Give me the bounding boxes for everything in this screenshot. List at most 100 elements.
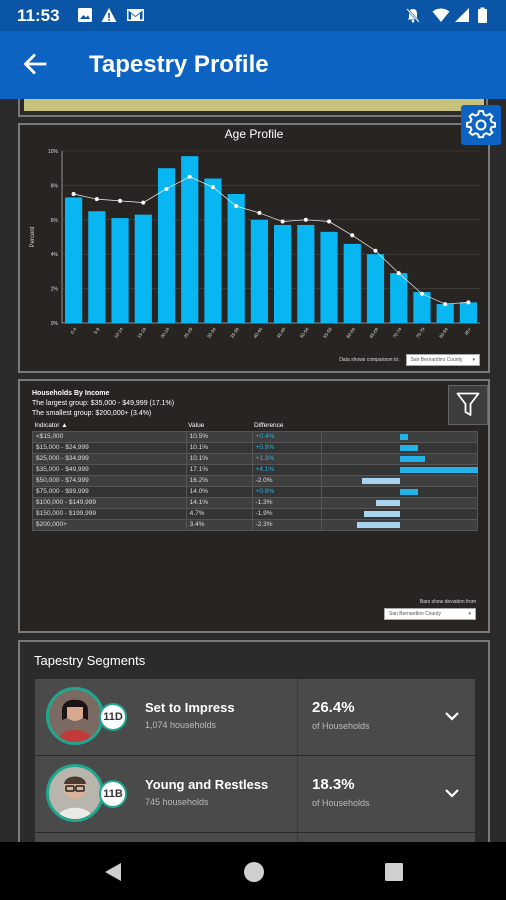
chevron-down-icon[interactable] (443, 707, 461, 725)
gmail-icon (127, 9, 144, 21)
age-compare-footer: Data shows comparison to: San Bernardino… (339, 354, 480, 366)
x-tick-label: 60-64 (345, 326, 356, 339)
comparison-point[interactable] (234, 204, 239, 209)
deviation-bar[interactable] (400, 455, 426, 462)
previous-panel-edge (18, 99, 488, 117)
col-indicator[interactable]: Indicator ▲ (34, 422, 68, 430)
x-tick-label: 50-54 (299, 326, 310, 339)
income-row[interactable]: <$15,000 10.5% +0.4% (32, 430, 478, 443)
profile-content[interactable]: Age Profile Percent 0% 2% 4% 6% 8% 10% 0-4 5-9… (0, 99, 506, 842)
back-triangle-icon[interactable] (101, 860, 125, 884)
segment-households: 1,074 households (145, 720, 217, 730)
income-value: 14.1% (185, 496, 253, 509)
comparison-point[interactable] (210, 185, 215, 190)
income-row[interactable]: $15,000 - $24,999 10.1% +0.9% (32, 441, 478, 454)
deviation-bar[interactable] (362, 477, 401, 484)
age-bar[interactable] (436, 304, 454, 323)
age-bar[interactable] (250, 219, 268, 323)
deviation-bar[interactable] (375, 499, 401, 506)
comparison-point[interactable] (466, 300, 471, 305)
comparison-point[interactable] (443, 302, 448, 307)
income-row[interactable]: $25,000 - $34,999 10.1% +1.3% (32, 452, 478, 465)
age-bar[interactable] (366, 254, 385, 323)
mute-icon (406, 8, 420, 23)
comparison-point[interactable] (94, 197, 99, 202)
age-bar[interactable] (390, 273, 408, 323)
comparison-point[interactable] (71, 192, 76, 196)
income-compare-select[interactable]: San Bernardino County ▾ (384, 608, 476, 620)
arrow-back-icon[interactable] (22, 51, 48, 77)
comparison-line (73, 176, 469, 305)
settings-button[interactable] (461, 105, 501, 145)
deviation-bar[interactable] (356, 521, 401, 528)
comparison-point[interactable] (118, 198, 123, 203)
comparison-point[interactable] (350, 233, 355, 238)
deviation-bar[interactable] (364, 510, 401, 517)
income-row[interactable]: $150,000 - $199,999 4.7% -1.9% (32, 507, 478, 520)
home-circle-icon[interactable] (242, 860, 266, 884)
income-row[interactable]: $200,000+ 3.4% -2.3% (32, 518, 478, 531)
income-row[interactable]: $50,000 - $74,999 16.2% -2.0% (32, 474, 478, 487)
income-row[interactable]: $75,000 - $99,999 14.0% +0.9% (32, 485, 478, 498)
income-indicator: $150,000 - $199,999 (32, 507, 187, 520)
deviation-cell (321, 485, 478, 498)
comparison-point[interactable] (303, 217, 308, 222)
y-tick-label: 2% (51, 287, 59, 293)
deviation-bar[interactable] (400, 444, 418, 451)
age-compare-select[interactable]: San Bernardino County ▾ (405, 354, 480, 366)
x-tick-label: 40-44 (253, 326, 264, 339)
age-bar[interactable] (111, 218, 129, 323)
x-tick-label: 5-9 (93, 326, 101, 335)
comparison-point[interactable] (280, 219, 285, 224)
chevron-down-icon[interactable] (443, 784, 461, 802)
comparison-point[interactable] (187, 174, 192, 179)
segment-card[interactable] (35, 833, 475, 842)
age-bar[interactable] (134, 214, 152, 323)
income-row[interactable]: $35,000 - $49,999 17.1% +4.1% (32, 463, 479, 476)
age-bar[interactable] (157, 168, 176, 323)
income-title: Households By Income (32, 390, 110, 397)
age-bar[interactable] (88, 211, 106, 323)
recents-square-icon[interactable] (382, 860, 406, 884)
filter-button[interactable] (448, 385, 488, 425)
age-bar[interactable] (181, 156, 199, 323)
deviation-cell (321, 518, 478, 531)
income-table: Indicator ▲ Value Difference <$15,000 10.… (32, 421, 479, 531)
segment-code-badge: 11D (99, 703, 127, 731)
age-bar[interactable] (65, 197, 83, 323)
comparison-point[interactable] (373, 248, 378, 253)
income-difference: +1.3% (251, 452, 323, 465)
segment-card[interactable]: 11D Set to Impress 1,074 households 26.4… (35, 679, 475, 755)
age-bar[interactable] (274, 224, 292, 323)
income-value: 16.2% (185, 474, 253, 487)
age-bar[interactable] (204, 178, 222, 323)
income-indicator: $200,000+ (32, 518, 187, 531)
age-bar[interactable] (227, 194, 245, 323)
deviation-bar[interactable] (400, 488, 418, 495)
age-bar[interactable] (343, 243, 361, 323)
segment-card[interactable]: 11B Young and Restless 745 households 18… (35, 756, 475, 832)
income-row[interactable]: $100,000 - $149,999 14.1% -1.3% (32, 496, 478, 509)
comparison-point[interactable] (419, 291, 424, 296)
compare-select-value: San Bernardino County (389, 611, 441, 617)
page-title: Tapestry Profile (89, 51, 269, 78)
comparison-point[interactable] (257, 210, 262, 215)
comparison-point[interactable] (141, 200, 146, 205)
age-bar[interactable] (459, 302, 477, 323)
x-tick-label: 65-69 (369, 326, 380, 339)
chevron-down-icon: ▾ (472, 357, 475, 363)
x-tick-label: 45-49 (276, 326, 287, 339)
x-tick-label: 55-59 (322, 326, 333, 339)
comparison-point[interactable] (164, 186, 169, 191)
age-bar[interactable] (413, 292, 431, 323)
deviation-bar[interactable] (400, 466, 479, 473)
status-time: 11:53 (17, 6, 60, 25)
deviation-bar[interactable] (400, 433, 409, 440)
income-value: 10.5% (185, 430, 253, 443)
comparison-point[interactable] (327, 219, 332, 224)
segment-code-badge: 11B (99, 780, 127, 808)
age-bar[interactable] (297, 224, 315, 323)
age-bar[interactable] (320, 231, 338, 323)
comparison-point[interactable] (396, 271, 401, 276)
card-divider (297, 756, 298, 832)
